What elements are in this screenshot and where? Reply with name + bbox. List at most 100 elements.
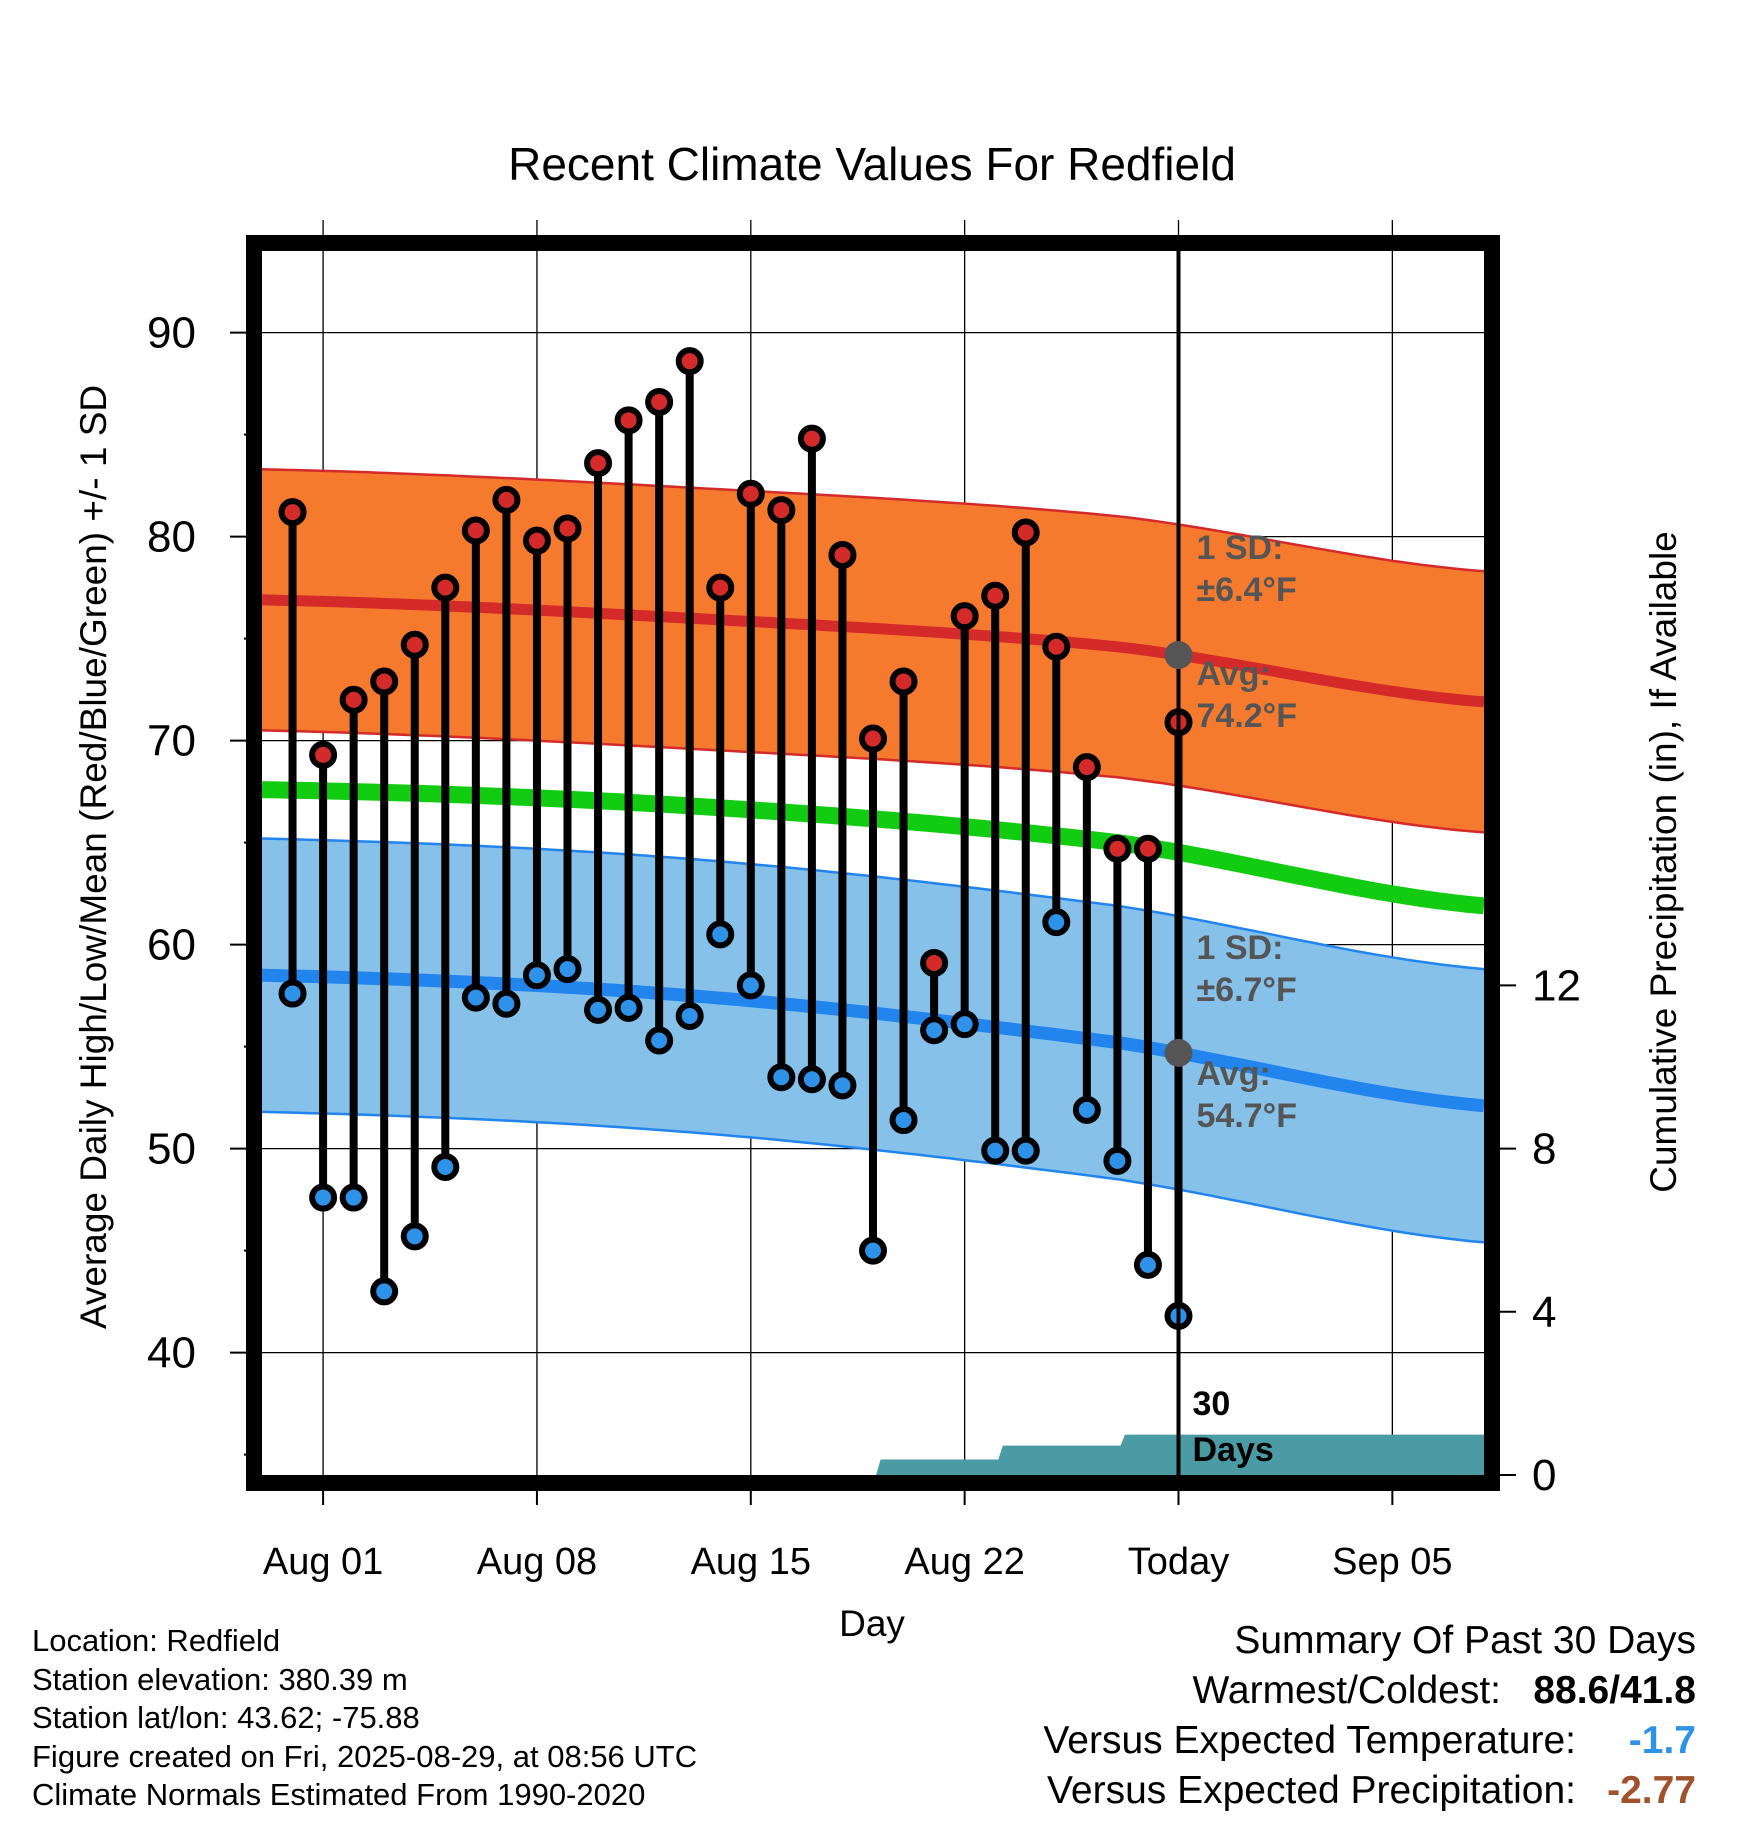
low-temp-point xyxy=(828,1071,857,1100)
high-temp-point xyxy=(645,387,674,416)
station-info: Location: Redfield Station elevation: 38… xyxy=(32,1622,697,1815)
low-temp-point xyxy=(950,1010,979,1039)
high-temp-point xyxy=(309,740,338,769)
low-temp-point xyxy=(1042,908,1071,937)
plot-border xyxy=(246,235,1500,1491)
precip-cumulative-area xyxy=(863,1434,1484,1475)
high-temp-point xyxy=(767,496,796,525)
low-temp-point xyxy=(1133,1250,1162,1279)
info-latlon: Station lat/lon: 43.62; -75.88 xyxy=(32,1700,420,1735)
high-temp-point xyxy=(981,581,1010,610)
y2-axis-label: Cumulative Precipitation (in), If Availa… xyxy=(1643,531,1684,1193)
low-temp-point xyxy=(645,1026,674,1055)
info-normals: Climate Normals Estimated From 1990-2020 xyxy=(32,1777,646,1812)
annotations: 1 SD: ±6.4°F Avg: 74.2°F 1 SD: ±6.7°F Avg: 54.7… xyxy=(1193,529,1298,1469)
low-temp-point xyxy=(309,1183,338,1212)
high-temp-point xyxy=(1072,753,1101,782)
low-temp-point xyxy=(370,1277,399,1306)
high-sd-label: 1 SD: xyxy=(1197,529,1284,567)
high-temp-point xyxy=(828,540,857,569)
low-temp-point xyxy=(706,920,735,949)
high-temp-point xyxy=(920,948,949,977)
y2-tick-label: 0 xyxy=(1532,1451,1556,1500)
y-tick-label: 40 xyxy=(147,1329,196,1378)
days-word: Days xyxy=(1193,1431,1274,1469)
summary-warm-cold: Warmest/Coldest: 88.6/41.8 xyxy=(1043,1666,1696,1716)
high-temp-point xyxy=(431,573,460,602)
warm-cold-value: 88.6/41.8 xyxy=(1533,1669,1696,1712)
high-temp-point xyxy=(1103,834,1132,863)
info-elevation: Station elevation: 380.39 m xyxy=(32,1661,408,1697)
x-axis-label: Day xyxy=(839,1603,905,1644)
low-temp-point xyxy=(400,1222,429,1251)
low-sd-label: 1 SD: xyxy=(1197,929,1284,967)
days-count: 30 xyxy=(1193,1385,1231,1423)
summary-precip: Versus Expected Precipitation: -2.77 xyxy=(1043,1766,1696,1816)
x-tick-label: Sep 05 xyxy=(1332,1541,1452,1583)
high-avg-value: 74.2°F xyxy=(1197,697,1298,735)
summary-title: Summary Of Past 30 Days xyxy=(1234,1619,1696,1662)
y2-tick-label: 12 xyxy=(1532,961,1581,1010)
x-tick-label: Today xyxy=(1128,1541,1229,1583)
today-low-average-dot xyxy=(1164,1038,1193,1067)
low-temp-point xyxy=(492,989,521,1018)
low-temp-point xyxy=(1103,1146,1132,1175)
y-tick-label: 90 xyxy=(147,309,196,358)
temp-label: Versus Expected Temperature: xyxy=(1043,1719,1576,1762)
plot-frame xyxy=(246,235,1500,1491)
high-temp-point xyxy=(706,573,735,602)
high-avg-label: Avg: xyxy=(1197,655,1271,693)
precipitation-area xyxy=(863,1434,1484,1475)
summary-panel: Summary Of Past 30 Days Warmest/Coldest:… xyxy=(1043,1616,1696,1816)
high-sd-value: ±6.4°F xyxy=(1197,571,1297,609)
low-temp-point xyxy=(461,983,490,1012)
y-axis-label: Average Daily High/Low/Mean (Red/Blue/Gr… xyxy=(73,385,114,1329)
x-tick-label: Aug 15 xyxy=(691,1541,811,1583)
low-temp-point xyxy=(736,971,765,1000)
precip-label: Versus Expected Precipitation: xyxy=(1047,1769,1576,1812)
low-temp-point xyxy=(859,1236,887,1265)
low-temp-point xyxy=(981,1136,1010,1165)
low-temp-point xyxy=(889,1106,918,1135)
x-tick-label: Aug 01 xyxy=(263,1541,383,1583)
low-temp-point xyxy=(614,993,643,1022)
low-avg-value: 54.7°F xyxy=(1197,1097,1298,1135)
low-temp-point xyxy=(553,955,582,984)
low-temp-point xyxy=(278,979,307,1008)
axes: 40 50 60 70 80 90 0 4 8 12 Aug 01 Aug 08 Aug 15 Aug 2… xyxy=(147,309,1581,1583)
high-temp-point xyxy=(614,406,643,435)
today-high-average-dot xyxy=(1164,641,1193,670)
y-tick-label: 80 xyxy=(147,513,196,562)
x-tick-label: Aug 22 xyxy=(904,1541,1024,1583)
high-temp-point xyxy=(584,449,613,478)
x-tick-label: Aug 08 xyxy=(477,1541,597,1583)
low-temp-point xyxy=(431,1152,460,1181)
high-temp-point xyxy=(553,514,582,543)
high-temp-point xyxy=(1011,518,1040,547)
low-temp-point xyxy=(584,995,613,1024)
low-temp-point xyxy=(1011,1136,1040,1165)
high-temp-point xyxy=(278,498,307,527)
high-temp-point xyxy=(1133,834,1162,863)
temp-value: -1.7 xyxy=(1628,1719,1696,1762)
low-temp-point xyxy=(767,1063,796,1092)
high-temp-point xyxy=(1042,632,1071,661)
y-tick-label: 70 xyxy=(147,717,196,766)
low-temp-point xyxy=(920,1016,949,1045)
low-temp-point xyxy=(797,1065,826,1094)
high-temp-point xyxy=(675,347,704,376)
chart-title: Recent Climate Values For Redfield xyxy=(508,138,1236,190)
high-average-line xyxy=(261,594,1485,708)
high-temp-point xyxy=(859,724,887,753)
low-temp-point xyxy=(675,1002,704,1030)
high-temp-point xyxy=(492,485,521,514)
high-temp-point xyxy=(461,516,490,545)
warm-cold-label: Warmest/Coldest: xyxy=(1192,1669,1501,1712)
high-temp-point xyxy=(736,479,765,508)
high-temp-point xyxy=(522,526,551,555)
y-tick-label: 50 xyxy=(147,1125,196,1174)
high-temp-point xyxy=(400,630,429,659)
precip-value: -2.77 xyxy=(1607,1769,1696,1812)
low-avg-label: Avg: xyxy=(1197,1055,1271,1093)
